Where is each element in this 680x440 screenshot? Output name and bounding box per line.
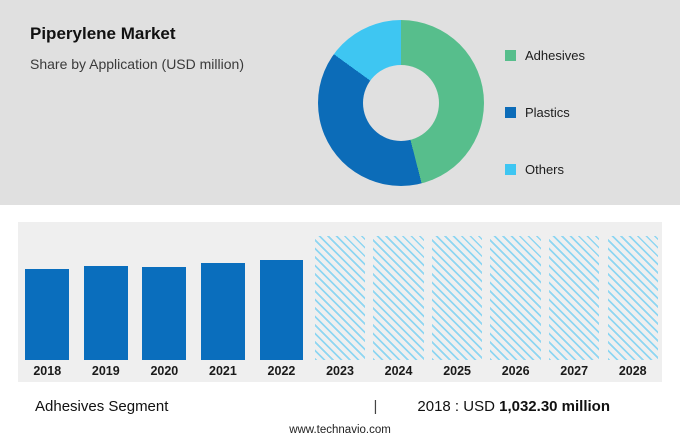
x-axis-label-2028: 2028 bbox=[618, 364, 647, 378]
bar-column-2018 bbox=[18, 236, 77, 360]
forecast-hatch-2027 bbox=[549, 236, 600, 360]
website-link[interactable]: www.technavio.com bbox=[289, 424, 391, 436]
segment-value-amount: 1,032.30 million bbox=[499, 398, 610, 415]
forecast-hatch-2026 bbox=[490, 236, 541, 360]
legend-item-others: Others bbox=[505, 162, 585, 177]
bar-column-2027 bbox=[545, 236, 604, 360]
legend-swatch-plastics bbox=[505, 107, 516, 118]
bar-slot-2021: 2021 bbox=[194, 236, 253, 382]
x-axis-label-2023: 2023 bbox=[326, 364, 354, 378]
page-subtitle: Share by Application (USD million) bbox=[30, 56, 244, 72]
titles-block: Piperylene Market Share by Application (… bbox=[30, 24, 244, 72]
bar-slot-2024: 2024 bbox=[369, 236, 428, 382]
bar-column-2020 bbox=[135, 236, 194, 360]
x-axis-label-2026: 2026 bbox=[501, 364, 530, 378]
x-axis-label-2021: 2021 bbox=[209, 364, 237, 378]
segment-label: Adhesives Segment bbox=[35, 398, 169, 415]
bar-2018 bbox=[25, 268, 70, 360]
bar-column-2024 bbox=[369, 236, 428, 360]
bar-chart: 2018 2019 2020 2021 2022 2023 2024 2025 2026 2027… bbox=[18, 222, 662, 382]
x-axis-label-2027: 2027 bbox=[560, 364, 589, 378]
x-axis-label-2024: 2024 bbox=[384, 364, 413, 378]
forecast-hatch-2023 bbox=[314, 236, 366, 360]
segment-value-prefix: 2018 : USD bbox=[417, 398, 495, 415]
header-section: Piperylene Market Share by Application (… bbox=[0, 0, 680, 205]
legend-item-plastics: Plastics bbox=[505, 105, 585, 120]
x-axis-label-2020: 2020 bbox=[150, 364, 179, 378]
donut-chart bbox=[318, 20, 484, 186]
footer-bar: Adhesives Segment | 2018 : USD 1,032.30 … bbox=[0, 398, 680, 415]
bar-2022 bbox=[259, 259, 304, 360]
footer-separator: | bbox=[373, 398, 378, 415]
bar-slot-2023: 2023 bbox=[311, 236, 370, 382]
bar-slot-2022: 2022 bbox=[252, 236, 311, 382]
segment-value: 2018 : USD 1,032.30 million bbox=[417, 398, 610, 415]
bar-slot-2026: 2026 bbox=[486, 236, 545, 382]
chart-legend: Adhesives Plastics Others bbox=[505, 48, 585, 177]
bar-column-2026 bbox=[486, 236, 545, 360]
legend-swatch-others bbox=[505, 164, 516, 175]
bar-slot-2028: 2028 bbox=[603, 236, 662, 382]
x-axis-label-2018: 2018 bbox=[33, 364, 62, 378]
bar-slot-2020: 2020 bbox=[135, 236, 194, 382]
forecast-hatch-2028 bbox=[607, 236, 658, 360]
forecast-hatch-2025 bbox=[431, 236, 483, 360]
legend-swatch-adhesives bbox=[505, 50, 516, 61]
bar-2021 bbox=[200, 263, 245, 360]
bar-slot-2025: 2025 bbox=[428, 236, 487, 382]
legend-label-others: Others bbox=[525, 162, 565, 177]
x-axis-label-2019: 2019 bbox=[91, 364, 120, 378]
bar-slot-2019: 2019 bbox=[77, 236, 136, 382]
bar-column-2021 bbox=[194, 236, 253, 360]
page-title: Piperylene Market bbox=[30, 24, 176, 43]
x-axis-label-2022: 2022 bbox=[267, 364, 296, 378]
bar-column-2023 bbox=[311, 236, 370, 360]
bar-column-2019 bbox=[77, 236, 136, 360]
legend-item-adhesives: Adhesives bbox=[505, 48, 585, 63]
bar-2020 bbox=[142, 266, 187, 360]
bar-slot-2027: 2027 bbox=[545, 236, 604, 382]
donut-hole bbox=[363, 65, 439, 141]
bar-2019 bbox=[83, 265, 128, 360]
bar-column-2028 bbox=[603, 236, 662, 360]
bar-column-2022 bbox=[252, 236, 311, 360]
bar-column-2025 bbox=[428, 236, 487, 360]
x-axis-label-2025: 2025 bbox=[443, 364, 471, 378]
legend-label-plastics: Plastics bbox=[525, 105, 570, 120]
forecast-hatch-2024 bbox=[373, 236, 424, 360]
bar-slot-2018: 2018 bbox=[18, 236, 77, 382]
legend-label-adhesives: Adhesives bbox=[525, 48, 585, 63]
